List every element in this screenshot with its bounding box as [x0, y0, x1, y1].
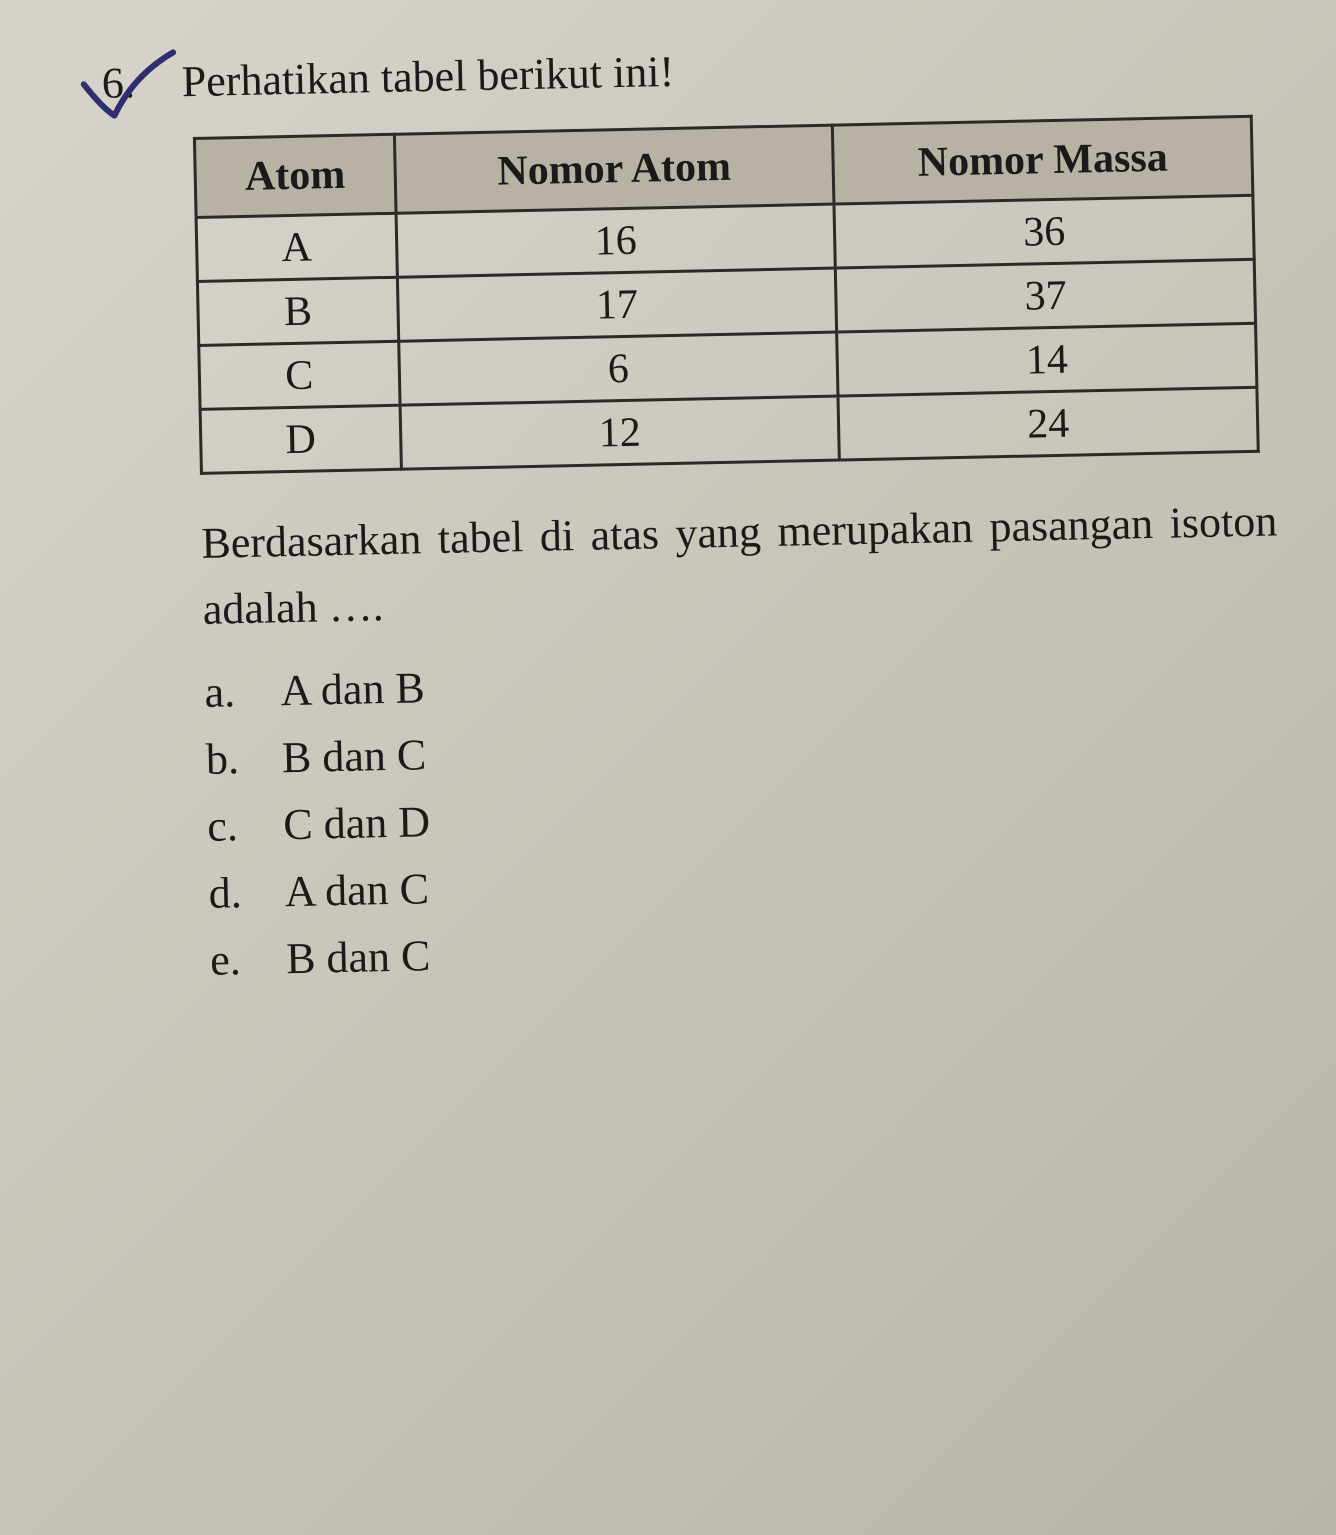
option-d: d. A dan C	[208, 845, 1285, 919]
option-text: C dan D	[283, 796, 431, 850]
option-letter: c.	[207, 800, 256, 852]
cell-nomor-atom: 12	[400, 396, 840, 469]
option-text: A dan B	[280, 662, 425, 716]
cell-nomor-massa: 14	[837, 323, 1257, 396]
options-list: a. A dan B b. B dan C c. C dan D d. A da…	[204, 644, 1286, 985]
question-prompt-top: Perhatikan tabel berikut ini!	[181, 46, 674, 107]
cell-nomor-atom: 17	[397, 268, 837, 341]
option-letter: d.	[208, 867, 257, 919]
option-letter: e.	[210, 934, 259, 986]
question-number-text: 6.	[101, 58, 135, 108]
cell-nomor-massa: 24	[838, 387, 1258, 460]
option-e: e. B dan C	[210, 912, 1287, 986]
cell-nomor-massa: 36	[834, 195, 1254, 268]
option-letter: a.	[204, 666, 253, 718]
question-header: 6. Perhatikan tabel berikut ini!	[101, 33, 1268, 108]
option-text: B dan C	[286, 930, 431, 984]
option-letter: b.	[205, 733, 254, 785]
cell-nomor-atom: 16	[396, 204, 836, 277]
col-header-nomor-atom: Nomor Atom	[394, 125, 834, 213]
option-a: a. A dan B	[204, 644, 1281, 718]
col-header-nomor-massa: Nomor Massa	[833, 116, 1253, 204]
cell-nomor-atom: 6	[398, 332, 838, 405]
cell-atom: C	[199, 341, 400, 409]
cell-atom: A	[196, 213, 397, 281]
data-table: Atom Nomor Atom Nomor Massa A 16 36 B 17…	[193, 115, 1260, 475]
cell-atom: D	[200, 405, 401, 473]
question-number: 6.	[101, 57, 162, 109]
option-text: B dan C	[281, 729, 426, 783]
cell-nomor-massa: 37	[836, 259, 1256, 332]
option-b: b. B dan C	[205, 711, 1282, 785]
cell-atom: B	[197, 277, 398, 345]
option-text: A dan C	[284, 863, 429, 917]
option-c: c. C dan D	[207, 778, 1284, 852]
page-content: 6. Perhatikan tabel berikut ini! Atom No…	[0, 0, 1336, 1066]
col-header-atom: Atom	[194, 134, 395, 217]
question-prompt-bottom: Berdasarkan tabel di atas yang merupakan…	[201, 488, 1280, 643]
